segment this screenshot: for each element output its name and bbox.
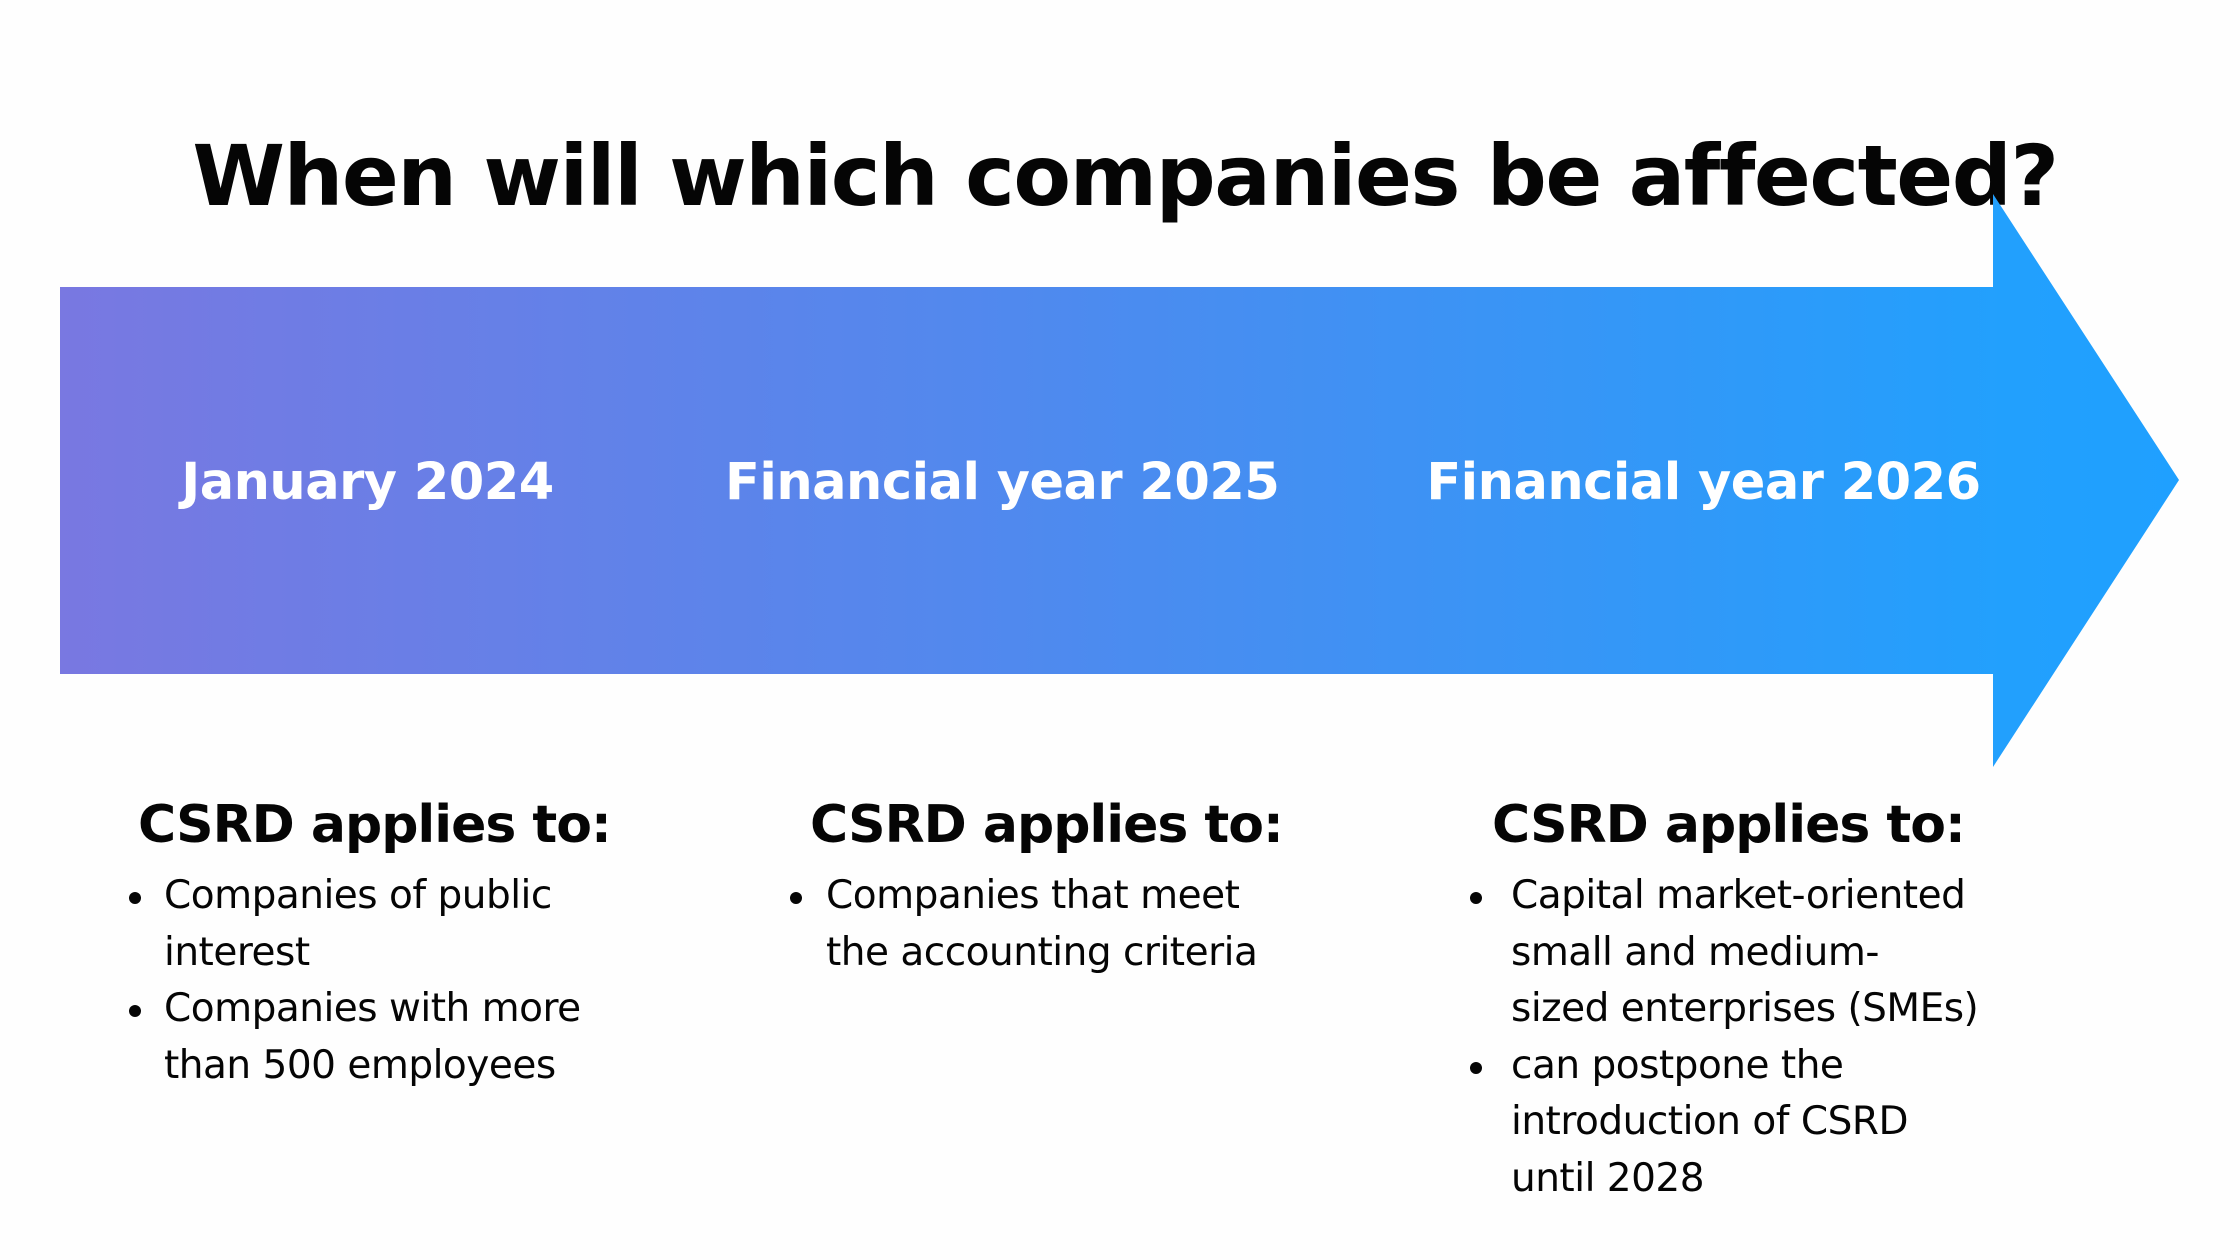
arrow-shape <box>60 194 2179 767</box>
page-title: When will which companies be affected? <box>192 127 2059 226</box>
column-2024: CSRD applies to: Companies of public int… <box>129 790 650 1094</box>
bullet-icon <box>1470 1061 1482 1074</box>
bullet-icon <box>129 1005 141 1017</box>
column-heading: CSRD applies to: <box>138 795 612 855</box>
list-item: Companies of public interest <box>129 868 650 981</box>
criteria-list: Capital market-oriented small and medium… <box>1470 868 2090 1207</box>
list-item-text: Companies of public interest <box>164 873 552 975</box>
bullet-icon <box>790 892 802 904</box>
period-label-financial-year-2025: Financial year 2025 <box>725 453 1280 512</box>
list-item: can postpone the introduction of CSRD un… <box>1470 1038 2090 1208</box>
bullet-icon <box>1470 892 1482 904</box>
list-item-text: can postpone the introduction of CSRD un… <box>1511 1042 1909 1201</box>
column-2026: CSRD applies to: Capital market-oriented… <box>1470 790 2090 1207</box>
column-heading: CSRD applies to: <box>1492 795 1966 855</box>
list-item-text: Capital market-oriented small and medium… <box>1511 873 1979 1031</box>
list-item: Companies that meet the accounting crite… <box>790 868 1350 981</box>
column-2025: CSRD applies to: Companies that meet the… <box>790 790 1350 981</box>
bullet-icon <box>129 892 141 904</box>
list-item: Capital market-oriented small and medium… <box>1470 868 2090 1038</box>
criteria-list: Companies of public interest Companies w… <box>129 868 650 1094</box>
list-item-text: Companies that meet the accounting crite… <box>826 873 1258 975</box>
period-label-january-2024: January 2024 <box>181 453 554 512</box>
list-item: Companies with more than 500 employees <box>129 981 650 1094</box>
list-item-text: Companies with more than 500 employees <box>164 986 581 1088</box>
period-label-financial-year-2026: Financial year 2026 <box>1426 453 1981 512</box>
column-heading: CSRD applies to: <box>810 795 1284 855</box>
criteria-list: Companies that meet the accounting crite… <box>790 868 1350 981</box>
